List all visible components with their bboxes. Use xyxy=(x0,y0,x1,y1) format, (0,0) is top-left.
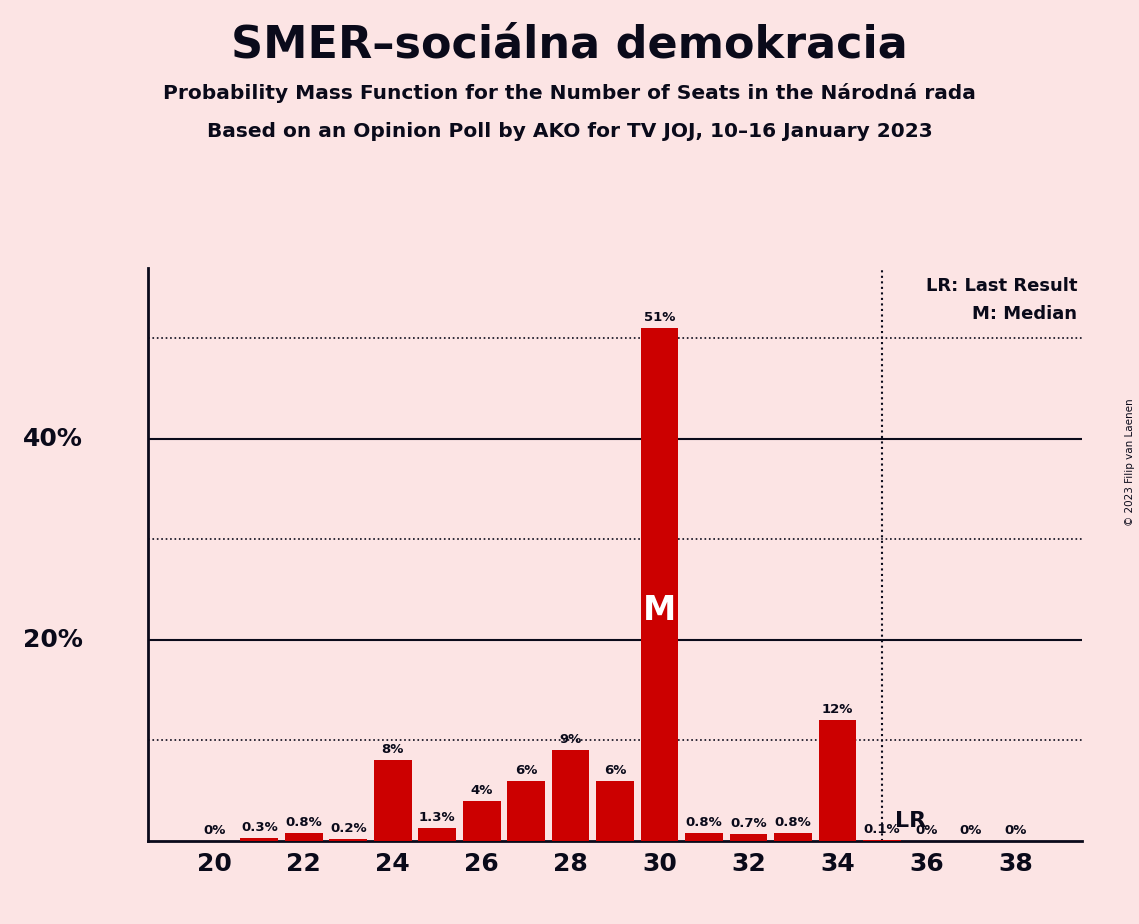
Bar xyxy=(418,828,456,841)
Text: 8%: 8% xyxy=(382,744,404,757)
Bar xyxy=(819,720,857,841)
Text: 1.3%: 1.3% xyxy=(419,810,456,824)
Bar xyxy=(462,800,500,841)
Text: M: M xyxy=(642,594,677,626)
Text: Probability Mass Function for the Number of Seats in the Národná rada: Probability Mass Function for the Number… xyxy=(163,83,976,103)
Bar xyxy=(374,760,411,841)
Text: 20%: 20% xyxy=(23,627,83,651)
Bar xyxy=(240,838,278,841)
Text: LR: LR xyxy=(895,810,926,831)
Bar xyxy=(551,750,590,841)
Bar xyxy=(507,781,544,841)
Text: 6%: 6% xyxy=(604,763,626,776)
Bar xyxy=(730,833,768,841)
Text: M: Median: M: Median xyxy=(973,305,1077,323)
Text: 12%: 12% xyxy=(821,703,853,716)
Text: 0.1%: 0.1% xyxy=(863,822,900,836)
Text: 51%: 51% xyxy=(644,311,675,324)
Bar xyxy=(596,781,634,841)
Bar xyxy=(329,839,367,841)
Text: © 2023 Filip van Laenen: © 2023 Filip van Laenen xyxy=(1125,398,1134,526)
Bar xyxy=(775,833,812,841)
Bar xyxy=(285,833,322,841)
Text: 0%: 0% xyxy=(1005,824,1026,837)
Text: 0%: 0% xyxy=(204,824,226,837)
Text: 0.8%: 0.8% xyxy=(775,816,811,829)
Bar xyxy=(863,840,901,841)
Bar xyxy=(640,328,679,841)
Text: Based on an Opinion Poll by AKO for TV JOJ, 10–16 January 2023: Based on an Opinion Poll by AKO for TV J… xyxy=(206,122,933,141)
Text: 0.7%: 0.7% xyxy=(730,817,767,830)
Text: 6%: 6% xyxy=(515,763,538,776)
Text: 9%: 9% xyxy=(559,734,582,747)
Bar xyxy=(685,833,723,841)
Text: 0%: 0% xyxy=(916,824,937,837)
Text: 0.8%: 0.8% xyxy=(286,816,322,829)
Text: 0.2%: 0.2% xyxy=(330,821,367,834)
Text: 0.8%: 0.8% xyxy=(686,816,722,829)
Text: 40%: 40% xyxy=(23,427,83,451)
Text: 0%: 0% xyxy=(960,824,982,837)
Text: 4%: 4% xyxy=(470,784,493,796)
Text: SMER–sociálna demokracia: SMER–sociálna demokracia xyxy=(231,23,908,67)
Text: 0.3%: 0.3% xyxy=(240,821,278,833)
Text: LR: Last Result: LR: Last Result xyxy=(926,276,1077,295)
